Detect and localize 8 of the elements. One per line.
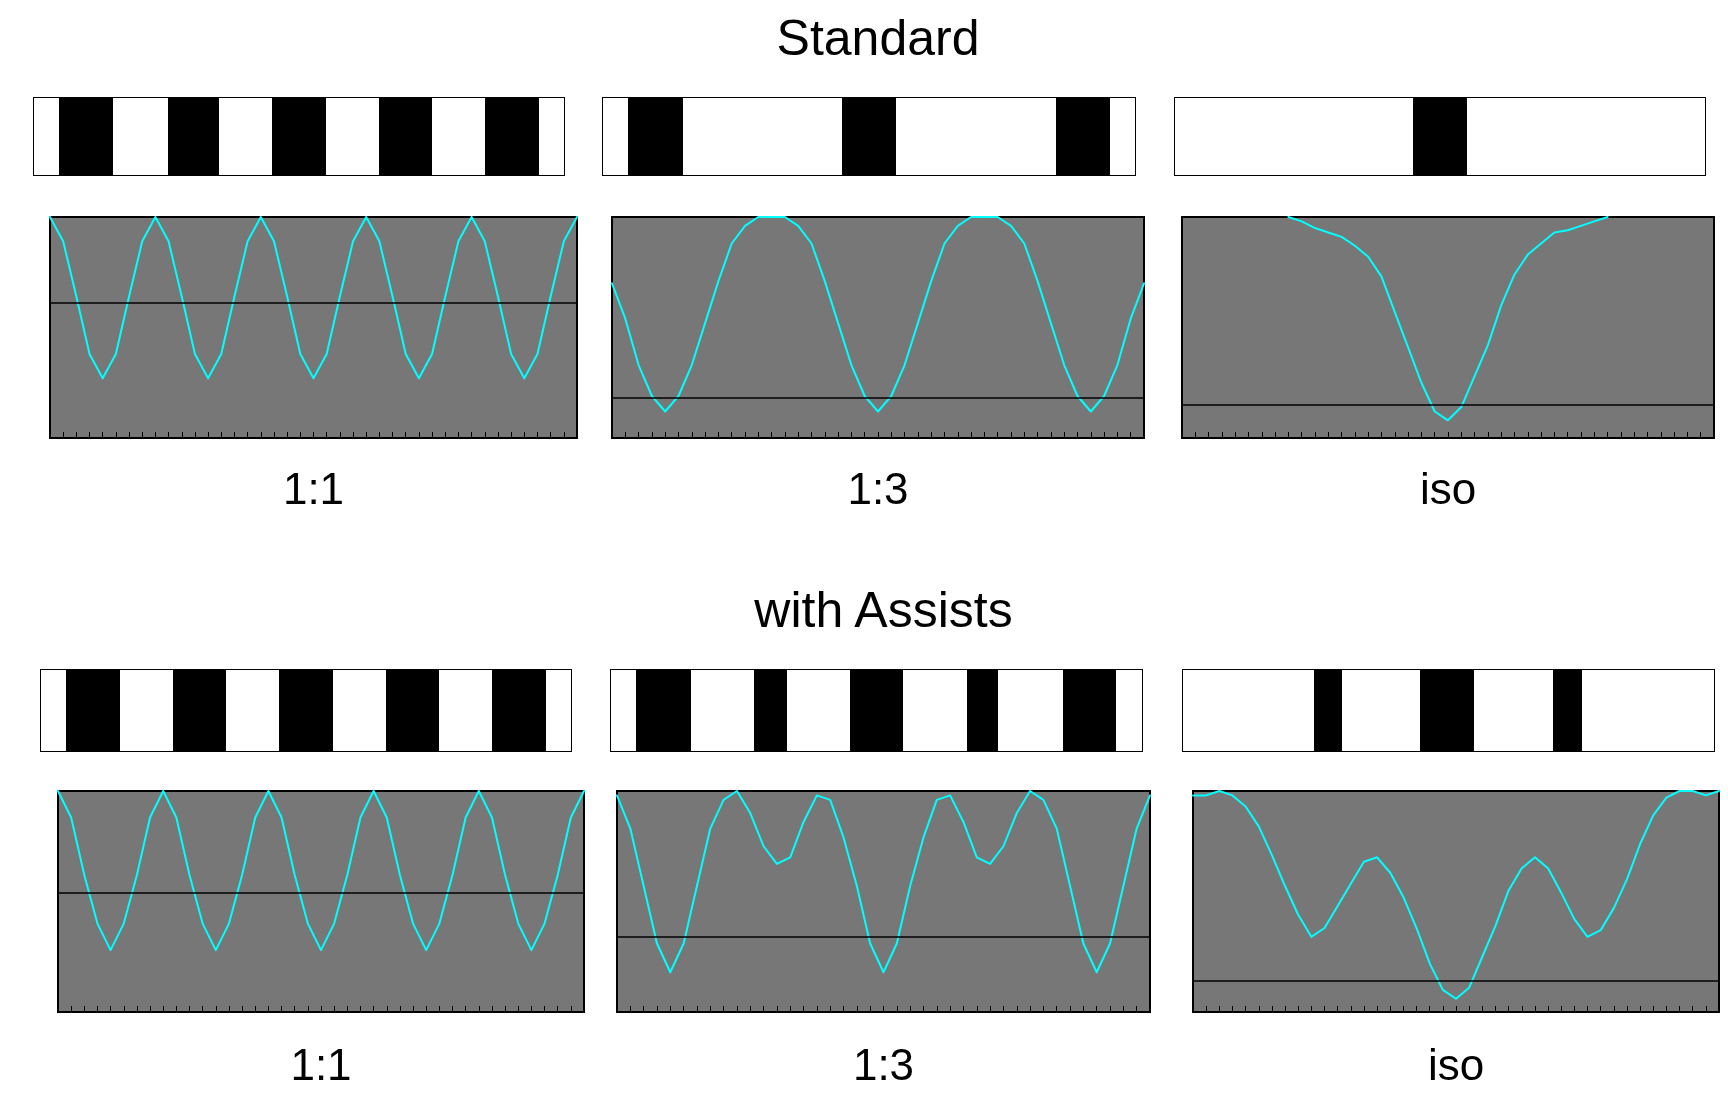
chart-title: with Assists xyxy=(753,582,1013,638)
x-axis-title: 1:3 xyxy=(847,463,909,513)
x-axis-title: 1:1 xyxy=(290,1039,352,1089)
x-axis-title: iso xyxy=(1427,1039,1485,1089)
chart-title: Standard xyxy=(776,10,980,66)
x-axis-title: 1:1 xyxy=(282,463,345,513)
x-axis-title: iso xyxy=(1419,463,1477,513)
x-axis-title: 1:3 xyxy=(852,1039,915,1089)
